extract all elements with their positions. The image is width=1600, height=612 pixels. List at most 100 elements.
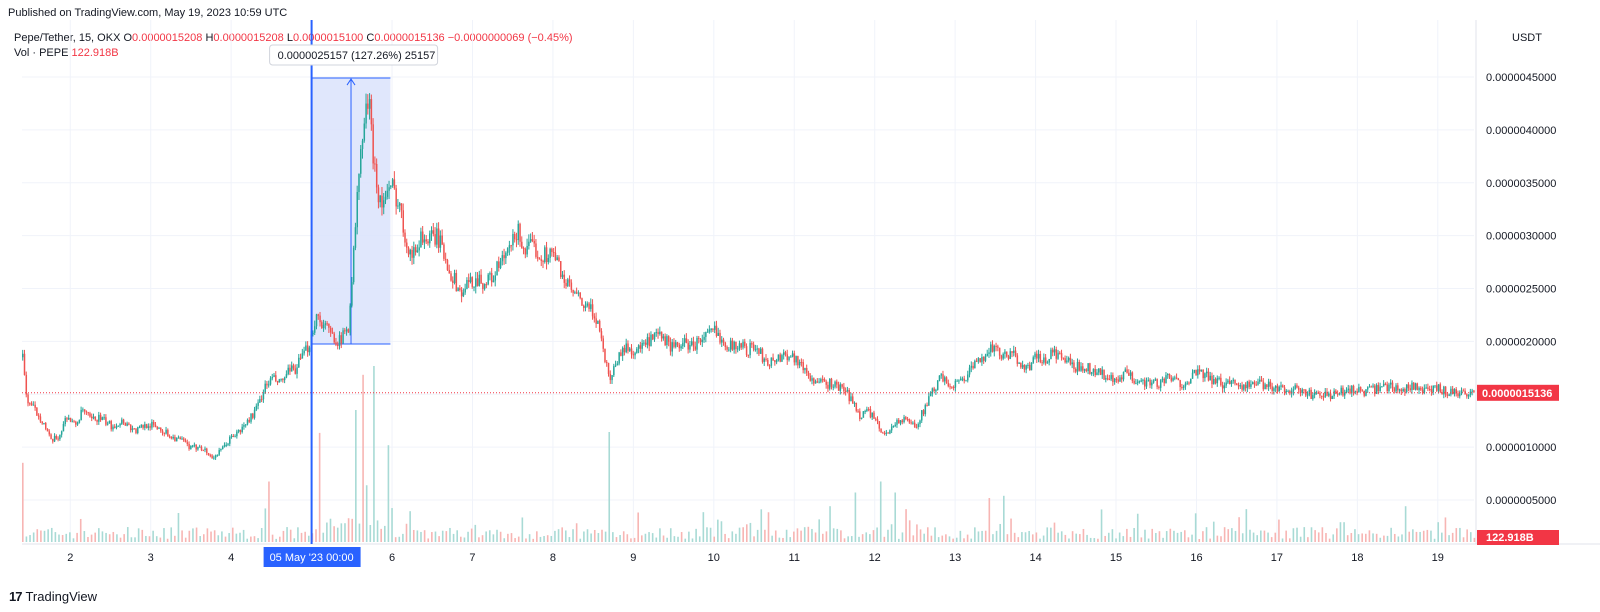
candle-body — [1267, 381, 1270, 387]
candle-body — [1175, 377, 1178, 379]
candle-body — [1439, 384, 1442, 393]
volume-bar — [1332, 534, 1335, 542]
candle-body — [1023, 365, 1026, 370]
volume-bar — [742, 527, 744, 542]
volume-bar — [894, 492, 897, 542]
candle-body — [875, 418, 877, 420]
candle-body — [398, 203, 401, 206]
candle-body — [1053, 349, 1056, 353]
candle-body — [591, 304, 594, 317]
candle-body — [1428, 388, 1431, 390]
volume-bar — [250, 536, 252, 542]
candle-body — [1402, 389, 1404, 392]
volume-bar — [478, 537, 480, 542]
candle-body — [802, 362, 804, 371]
volume-bar — [525, 538, 527, 542]
candle-body — [1361, 390, 1364, 392]
candle-body — [1374, 385, 1376, 394]
volume-bar — [977, 531, 980, 542]
candle-body — [292, 365, 295, 369]
volume-label[interactable]: Vol · PEPE — [14, 47, 69, 59]
candle-body — [395, 188, 397, 207]
volume-bar — [1064, 534, 1067, 542]
candle-body — [583, 305, 585, 308]
candle-body — [1345, 390, 1348, 393]
candle-body — [692, 341, 695, 347]
candle-body — [225, 444, 228, 446]
candle-body — [1397, 385, 1399, 391]
candle-body — [1354, 391, 1357, 393]
volume-bar — [1223, 527, 1226, 542]
volume-bar — [753, 536, 755, 542]
volume-bar — [883, 536, 886, 542]
candle-body — [1282, 385, 1284, 388]
candle-body — [823, 379, 826, 382]
volume-bar — [1270, 537, 1273, 542]
volume-bar — [1393, 533, 1396, 542]
candle-body — [1046, 362, 1049, 364]
candle-body — [1278, 386, 1281, 392]
candle-body — [1227, 380, 1229, 383]
candle-body — [1413, 382, 1415, 390]
volume-bar — [901, 532, 904, 542]
volume-label-bg — [1477, 530, 1559, 545]
candle-body — [1244, 384, 1247, 389]
candle-body — [1032, 357, 1035, 363]
candle-body — [1163, 378, 1165, 384]
candle-body — [832, 386, 835, 388]
candle-body — [876, 419, 879, 422]
candle-body — [82, 409, 84, 411]
candle-body — [696, 337, 698, 350]
candle-body — [1460, 390, 1463, 394]
candle-body — [190, 445, 192, 449]
candle-body — [779, 354, 781, 362]
candle-body — [1200, 369, 1203, 372]
volume-bar — [644, 533, 647, 542]
volume-bar — [130, 537, 133, 542]
candle-body — [1320, 395, 1323, 397]
candle-body — [243, 424, 245, 427]
candle-body — [1002, 353, 1004, 359]
candle-body — [1152, 380, 1155, 383]
candle-body — [855, 402, 858, 411]
candle-body — [1239, 385, 1242, 387]
volume-bar — [1267, 532, 1269, 542]
tradingview-logo-text: TradingView — [25, 589, 98, 604]
candle-body — [188, 443, 190, 449]
volume-bar — [1231, 528, 1233, 542]
candle-body — [68, 417, 70, 420]
currency-label[interactable]: USDT — [1512, 32, 1542, 44]
close-label: C — [366, 32, 375, 44]
candle-body — [1329, 393, 1332, 400]
volume-bar — [1249, 529, 1251, 542]
candle-body — [165, 429, 167, 434]
volume-bar — [1354, 529, 1356, 542]
candle-body — [216, 454, 219, 456]
tradingview-logo[interactable]: 17 TradingView — [9, 589, 97, 604]
volume-bar — [869, 534, 871, 542]
candle-body — [637, 345, 640, 349]
candle-body — [572, 289, 574, 293]
volume-bar — [304, 531, 306, 542]
candle-body — [324, 323, 327, 325]
candle-body — [1420, 387, 1422, 390]
candle-body — [1340, 387, 1342, 394]
candle-body — [94, 416, 97, 420]
volume-bar — [32, 532, 35, 542]
volume-bar — [286, 527, 288, 542]
candle-body — [315, 314, 318, 327]
symbol-name[interactable]: Pepe/Tether, 15, OKX — [14, 32, 121, 44]
candle-body — [416, 250, 419, 253]
candle-body — [666, 336, 668, 346]
candle-body — [680, 346, 682, 349]
volume-bar — [369, 525, 372, 542]
volume-bar — [1042, 535, 1045, 542]
candle-body — [232, 435, 235, 437]
volume-bar — [405, 523, 408, 542]
volume-bar — [242, 529, 245, 542]
volume-bar — [764, 529, 766, 542]
candle-body — [1198, 369, 1201, 372]
measure-arrow-head — [346, 78, 356, 86]
candle-body — [436, 228, 438, 245]
